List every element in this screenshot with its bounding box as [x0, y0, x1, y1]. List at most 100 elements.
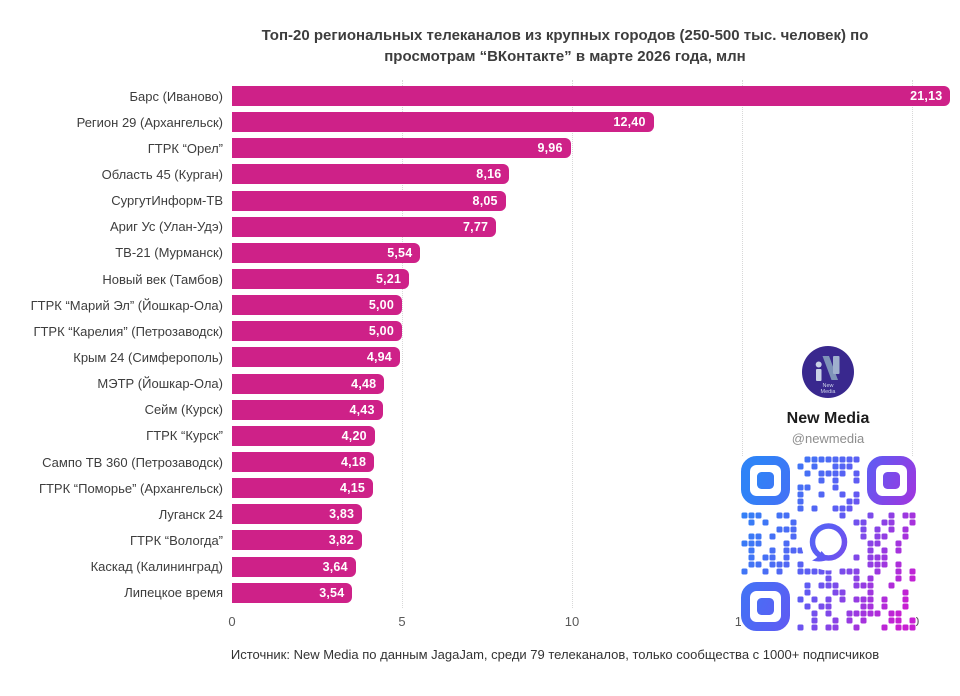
bar-row: ГТРК “Марий Эл” (Йошкар-Ола) 5,00: [0, 292, 960, 318]
source-note: Источник: New Media по данным JagaJam, с…: [230, 647, 880, 662]
bar: 7,77: [232, 216, 497, 237]
category-label: СургутИнформ-ТВ: [111, 193, 223, 209]
bar: 5,54: [232, 242, 421, 263]
bar-track: 7,77: [232, 216, 960, 237]
category-label: ГТРК “Курск”: [146, 428, 223, 444]
category-label: Каскад (Калининград): [90, 559, 223, 575]
bar-value-label: 3,64: [322, 559, 348, 574]
bar-row: Каскад (Калининград) 3,64: [0, 554, 960, 580]
bar-track: 5,00: [232, 295, 960, 316]
bar-row: Регион 29 (Архангельск) 12,40: [0, 109, 960, 135]
bar: 5,00: [232, 321, 402, 342]
bar: 8,05: [232, 190, 506, 211]
bar-track: 8,16: [232, 164, 960, 185]
bar-track: 4,18: [232, 452, 960, 473]
bar: 5,00: [232, 295, 402, 316]
bar-row: Ариг Ус (Улан-Удэ) 7,77: [0, 214, 960, 240]
bar-track: 21,13: [232, 86, 960, 107]
chart-title: Топ-20 региональных телеканалов из крупн…: [261, 27, 869, 66]
bar-track: 4,15: [232, 478, 960, 499]
bar-value-label: 4,94: [366, 350, 392, 365]
bar-value-label: 4,48: [351, 376, 377, 391]
bar-track: 4,43: [232, 399, 960, 420]
category-label: Регион 29 (Архангельск): [76, 114, 223, 130]
bar-track: 4,20: [232, 425, 960, 446]
bar-track: 3,54: [232, 582, 960, 603]
bar-row: Липецкое время 3,54: [0, 580, 960, 606]
category-label: Барс (Иваново): [129, 88, 224, 104]
category-label: Липецкое время: [124, 585, 223, 601]
category-label: Луганск 24: [158, 506, 223, 522]
bar: 21,13: [232, 86, 951, 107]
bar-value-label: 5,00: [368, 298, 394, 313]
category-label: ГТРК “Марий Эл” (Йошкар-Ола): [30, 297, 223, 313]
bar-value-label: 12,40: [613, 115, 646, 130]
bar-value-label: 5,00: [368, 324, 394, 339]
bar-value-label: 4,18: [340, 455, 367, 470]
bar: 3,83: [232, 504, 363, 525]
category-label: Крым 24 (Симферополь): [73, 349, 223, 365]
bar-track: 3,64: [232, 556, 960, 577]
bar: 3,82: [232, 530, 362, 551]
category-label: Сейм (Курск): [144, 402, 223, 418]
x-tick-label: 10: [564, 614, 580, 629]
bar-row: ГТРК “Курск” 4,20: [0, 423, 960, 449]
category-label: ГТРК “Вологда”: [129, 532, 223, 548]
bar-chart: Барс (Иваново) 21,13 Регион 29 (Архангельс…: [0, 80, 960, 643]
bar-track: 12,40: [232, 112, 960, 133]
bar-value-label: 7,77: [463, 219, 489, 234]
bar-row: Сампо ТВ 360 (Петрозаводск) 4,18: [0, 449, 960, 475]
bar-row: Луганск 24 3,83: [0, 501, 960, 527]
bar-track: 5,00: [232, 321, 960, 342]
bar-value-label: 4,15: [339, 481, 366, 496]
bar-row: ГТРК “Карелия” (Петрозаводск) 5,00: [0, 318, 960, 344]
bar: 3,54: [232, 582, 353, 603]
bar-rows: Барс (Иваново) 21,13 Регион 29 (Архангельс…: [0, 83, 960, 606]
bar-value-label: 21,13: [910, 89, 943, 104]
bar-track: 3,82: [232, 530, 960, 551]
bar-value-label: 4,43: [349, 402, 375, 417]
bar: 4,94: [232, 347, 400, 368]
bar-track: 4,94: [232, 347, 960, 368]
bar-track: 5,54: [232, 242, 960, 263]
bar-value-label: 8,16: [476, 167, 502, 182]
bar-value-label: 4,20: [341, 428, 367, 443]
bar: 3,64: [232, 556, 356, 577]
bar-track: 9,96: [232, 138, 960, 159]
bar-row: Сейм (Курск) 4,43: [0, 397, 960, 423]
category-label: МЭТР (Йошкар-Ола): [97, 376, 223, 392]
bar: 5,21: [232, 269, 410, 290]
bar-value-label: 3,54: [319, 585, 345, 600]
category-label: ТВ-21 (Мурманск): [115, 245, 223, 261]
branding-block: New Media New Media @newmedia: [736, 344, 920, 636]
x-tick-label: 5: [398, 614, 406, 629]
brand-handle: @newmedia: [791, 431, 865, 446]
category-label: Сампо ТВ 360 (Петрозаводск): [42, 454, 223, 470]
category-label: Область 45 (Курган): [101, 166, 223, 182]
bar-row: ТВ-21 (Мурманск) 5,54: [0, 240, 960, 266]
bar-value-label: 8,05: [472, 193, 498, 208]
bar-row: Область 45 (Курган) 8,16: [0, 161, 960, 187]
bar-track: 3,83: [232, 504, 960, 525]
brand-name: New Media: [786, 410, 870, 427]
bar: 8,16: [232, 164, 510, 185]
category-label: Новый век (Тамбов): [102, 271, 223, 287]
bar-row: СургутИнформ-ТВ 8,05: [0, 188, 960, 214]
bar-track: 5,21: [232, 269, 960, 290]
bar: 9,96: [232, 138, 571, 159]
bar: 12,40: [232, 112, 654, 133]
bar-value-label: 3,83: [329, 507, 355, 522]
bar-track: 4,48: [232, 373, 960, 394]
category-label: ГТРК “Орел”: [147, 140, 223, 156]
category-label: Ариг Ус (Улан-Удэ): [110, 219, 223, 235]
bar-row: МЭТР (Йошкар-Ола) 4,48: [0, 371, 960, 397]
qr-code: [740, 456, 916, 631]
bar: 4,20: [232, 425, 375, 446]
x-tick-label: 0: [228, 614, 236, 629]
bar-track: 8,05: [232, 190, 960, 211]
bar-value-label: 5,54: [387, 245, 413, 260]
bar-row: Барс (Иваново) 21,13: [0, 83, 960, 109]
bar-value-label: 5,21: [375, 272, 402, 287]
bar-value-label: 3,82: [328, 533, 354, 548]
